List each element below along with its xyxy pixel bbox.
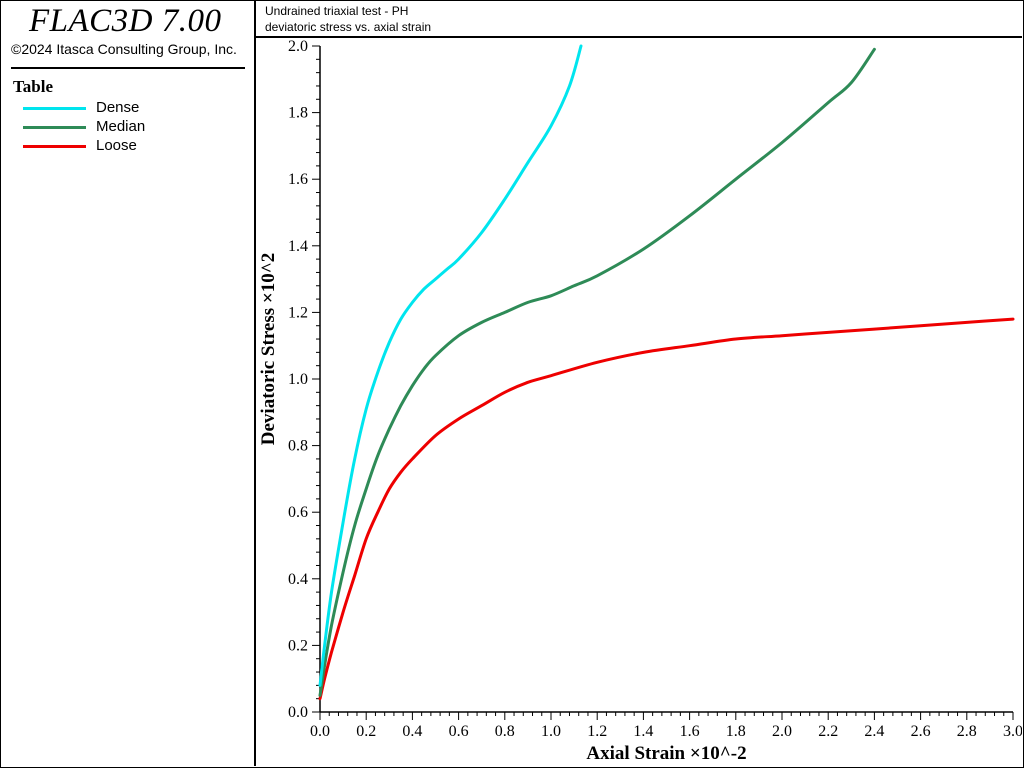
panel-divider [11,67,245,69]
y-tick-label: 1.4 [288,238,308,255]
chart-area: 0.0 0.2 0.4 0.6 0.8 1.0 1.2 1.4 1.6 1.8 2.0 0.0 0.2 0… [258,38,1022,764]
x-tick-label: 2.4 [864,723,884,740]
y-tick-label: 0.2 [288,637,308,654]
x-tick-label: 1.6 [680,723,700,740]
legend-label-loose: Loose [96,137,137,154]
y-tick-label: 0.6 [288,504,308,521]
y-tick-label: 2.0 [288,38,308,55]
x-tick-label: 1.2 [587,723,607,740]
legend-label-median: Median [96,118,146,135]
plot-title-box: Undrained triaxial test - PH deviatoric … [256,1,1022,38]
y-tick-label: 1.8 [288,105,308,122]
x-tick-label: 1.0 [541,723,561,740]
y-tick-label: 0.4 [288,571,308,588]
plot-title-line-1: Undrained triaxial test - PH [265,4,409,18]
legend-swatch-dense [23,107,86,110]
x-tick-label: 1.4 [633,723,653,740]
series-line-dense [318,44,583,687]
x-axis-label: Axial Strain ×10^-2 [586,743,746,764]
x-tick-label: 0.2 [356,723,376,740]
copyright-text: ©2024 Itasca Consulting Group, Inc. [11,41,237,57]
x-tick-label: 0.4 [402,723,422,740]
x-tick-label: 2.0 [772,723,792,740]
x-tick-label: 0.0 [310,723,330,740]
x-tick-label: 2.2 [818,723,838,740]
series-line-median [318,47,876,697]
legend-label-dense: Dense [96,99,140,116]
legend-panel: FLAC3D 7.00 ©2024 Itasca Consulting Grou… [1,1,256,766]
x-tick-label: 2.8 [957,723,977,740]
app-title: FLAC3D 7.00 [29,3,222,39]
series-line-loose [318,317,1015,701]
x-tick-label: 0.8 [495,723,515,740]
x-tick-label: 0.6 [449,723,469,740]
legend-heading: Table [13,77,54,96]
y-tick-label: 0.8 [288,438,308,455]
y-tick-label: 1.6 [288,171,308,188]
x-tick-label: 3.0 [1003,723,1022,740]
x-tick-label: 2.6 [911,723,931,740]
y-axis-label: Deviatoric Stress ×10^2 [258,253,279,445]
y-tick-label: 1.2 [288,304,308,321]
plot-title-line-2: deviatoric stress vs. axial strain [265,20,432,34]
y-tick-label: 1.0 [288,371,308,388]
legend-swatch-loose [23,145,86,148]
x-tick-label: 1.8 [726,723,746,740]
y-tick-label: 0.0 [288,704,308,721]
legend-swatch-median [23,126,86,129]
